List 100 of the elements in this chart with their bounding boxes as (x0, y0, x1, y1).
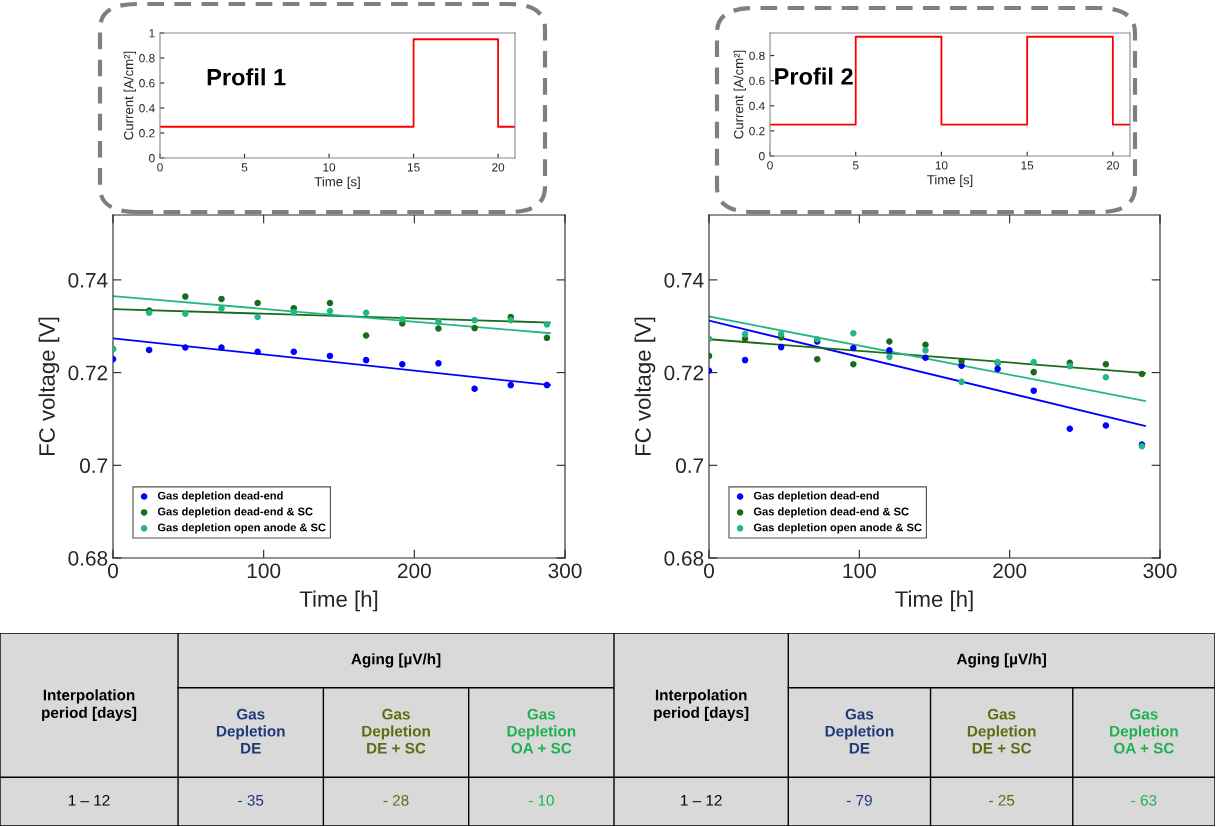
point (994, 365, 1001, 373)
point (958, 378, 965, 386)
x-tick-label: 100 (843, 563, 876, 579)
x-tick-label: 0 (704, 563, 714, 579)
point (471, 385, 478, 393)
text: Interpolation period [days] (654, 689, 749, 722)
text: - 25 (989, 794, 1015, 806)
text: - 79 (846, 794, 872, 806)
y-tick-label: 0.7 (675, 458, 704, 474)
y-axis-title: FC voltage [V] (634, 317, 656, 456)
text: Aging [µV/h] (351, 653, 441, 668)
point (850, 344, 857, 352)
text: Interpolation period [days] (42, 689, 137, 722)
point (1102, 422, 1110, 429)
point (813, 355, 821, 363)
x-tick-label: 0 (157, 163, 163, 172)
point (326, 352, 334, 360)
point (1030, 368, 1037, 376)
y-tick-label: 0.2 (749, 126, 765, 136)
point (182, 344, 189, 351)
point (290, 348, 298, 355)
x-axis-title: Time [h] (299, 590, 378, 612)
y-tick-label: 0.74 (664, 272, 704, 288)
point (543, 321, 551, 328)
y-tick-label: 0.8 (749, 51, 765, 60)
y-tick-label: 0.72 (664, 365, 704, 381)
point (182, 310, 189, 317)
point (362, 356, 370, 364)
point (777, 330, 785, 338)
x-tick-label: 100 (247, 563, 281, 579)
point (1102, 373, 1110, 381)
category-label: Gas Depletion DE (216, 708, 285, 754)
text: Aging [µV/h] (956, 653, 1046, 668)
point (218, 344, 225, 351)
point (435, 360, 442, 367)
y-tick-label: 0.4 (139, 104, 155, 113)
point (886, 347, 893, 354)
x-axis-title: Time [h] (895, 590, 973, 612)
y-tick-label: 0.74 (68, 272, 108, 288)
legend-label: Gas depletion dead-end (753, 491, 879, 502)
y-tick-label: 0 (759, 152, 765, 161)
point (254, 348, 261, 355)
legend-label: Gas depletion open anode & SC (753, 523, 922, 534)
point (1066, 425, 1074, 432)
point (543, 381, 551, 389)
y-tick-label: 0.68 (68, 551, 108, 566)
x-tick-label: 200 (398, 563, 431, 579)
point (399, 316, 406, 323)
text: - 35 (238, 794, 264, 806)
legend-label: Gas depletion dead-end & SC (753, 507, 909, 518)
text: - 63 (1131, 794, 1157, 806)
x-tick-label: 10 (323, 163, 336, 172)
point (254, 313, 261, 321)
x-tick-label: 5 (852, 161, 859, 170)
x-tick-label: 20 (1106, 161, 1119, 170)
x-tick-label: 5 (241, 163, 248, 172)
point (471, 324, 478, 332)
legend-label: Gas depletion open anode & SC (157, 523, 326, 534)
y-tick-label: 0.6 (749, 76, 765, 86)
point (218, 295, 225, 303)
point (182, 293, 189, 300)
annotation: Profil 2 (775, 67, 853, 85)
y-tick-label: 0 (149, 154, 155, 163)
category-label: 1 – 12 (68, 794, 110, 806)
x-tick-label: 20 (492, 163, 505, 172)
point (1030, 387, 1037, 394)
point (471, 316, 478, 324)
y-axis-title: Current [A/cm²] (123, 51, 136, 140)
y-axis-title: Current [A/cm²] (733, 50, 746, 139)
point (326, 307, 334, 315)
legend-label: Gas depletion dead-end (157, 491, 283, 502)
y-tick-label: 0.4 (749, 101, 765, 111)
point (922, 341, 929, 349)
point (543, 334, 551, 342)
x-tick-label: 300 (548, 563, 582, 579)
x-tick-label: 15 (1021, 161, 1034, 170)
point (399, 360, 406, 368)
y-tick-label: 0.68 (664, 551, 704, 566)
point (886, 353, 893, 361)
point (922, 347, 929, 354)
point (958, 357, 965, 365)
y-tick-label: 0.2 (139, 129, 155, 138)
point (218, 305, 225, 312)
x-tick-label: 300 (1143, 563, 1177, 579)
point (507, 381, 515, 389)
y-tick-label: 0.8 (139, 54, 155, 63)
point (1138, 370, 1146, 378)
category-label: Gas Depletion DE + SC (362, 708, 430, 754)
x-tick-label: 200 (993, 563, 1027, 579)
point (1030, 358, 1037, 366)
point (362, 309, 370, 317)
y-tick-label: 0.7 (79, 458, 108, 474)
point (254, 299, 261, 307)
category-label: Gas Depletion OA + SC (507, 708, 576, 754)
point (777, 343, 785, 351)
point (290, 309, 298, 316)
y-tick-label: 0.6 (139, 79, 155, 88)
y-axis-title: FC voltage [V] (38, 317, 60, 456)
x-tick-label: 10 (935, 161, 948, 170)
point (741, 356, 749, 364)
